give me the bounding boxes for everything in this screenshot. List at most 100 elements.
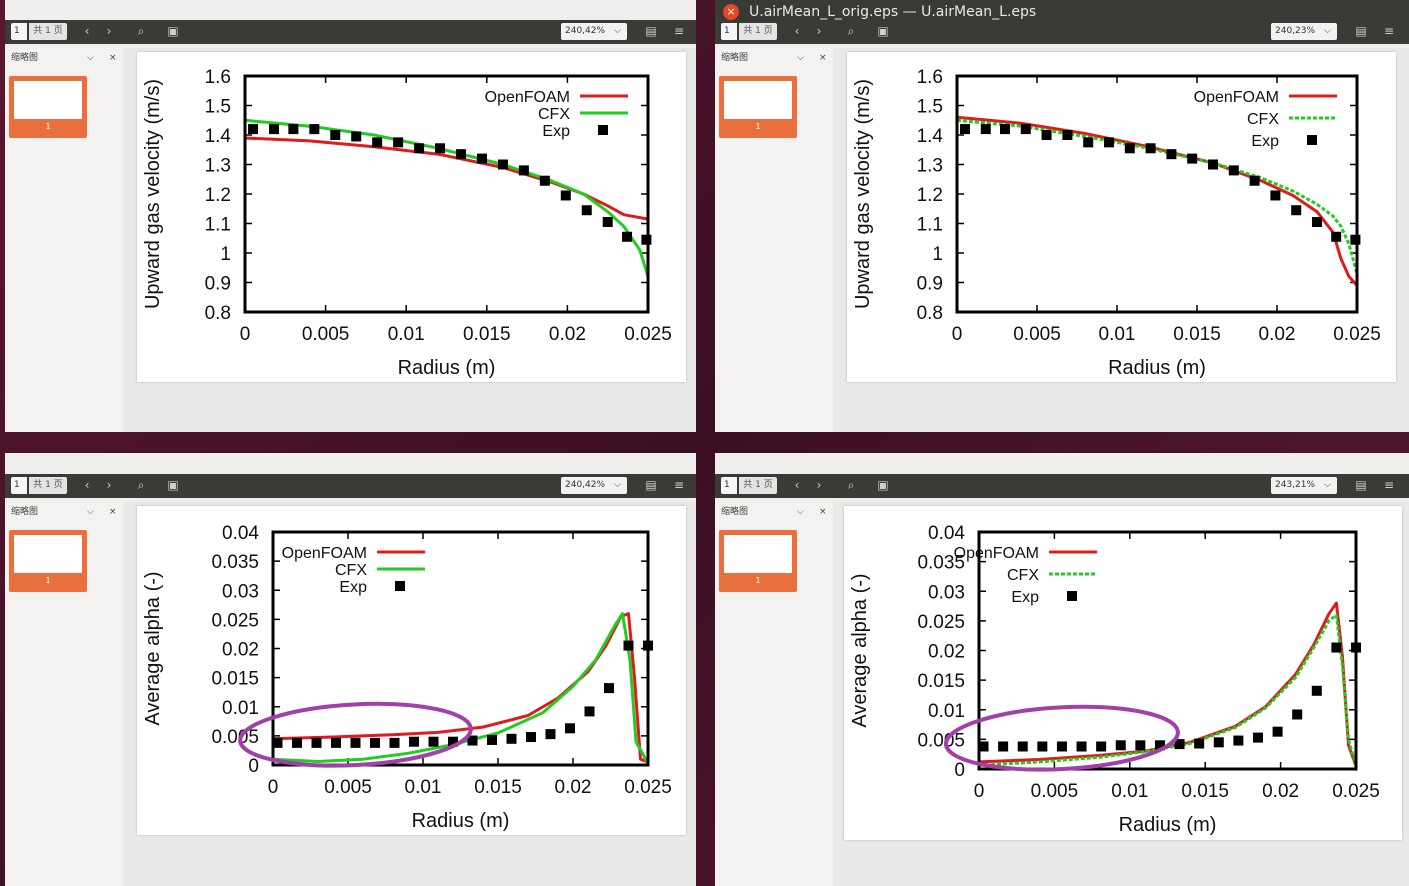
page-number-input[interactable]: 1	[11, 23, 27, 40]
close-icon[interactable]: ×	[109, 507, 117, 517]
y-tick-label: 1.6	[917, 67, 943, 88]
annotation-ellipse	[238, 701, 473, 768]
exp-data-point	[428, 736, 439, 747]
exp-data-point	[1154, 740, 1165, 751]
exp-data-point	[1233, 735, 1244, 746]
y-tick-label: 0.03	[928, 582, 965, 603]
close-icon[interactable]: ×	[109, 53, 117, 63]
exp-data-point	[487, 734, 497, 745]
exp-data-point	[539, 175, 550, 186]
prev-page-icon[interactable]: ‹	[84, 478, 90, 492]
x-tick-label: 0.025	[624, 324, 672, 345]
page-number-input[interactable]: 1	[11, 477, 27, 494]
exp-data-point	[1000, 124, 1010, 135]
legend-marker	[395, 581, 405, 591]
search-icon[interactable]: ⌕	[847, 478, 855, 492]
zoom-value: 243,21%	[1275, 480, 1316, 490]
legend-label: OpenFOAM	[1194, 89, 1279, 106]
chevron-down-icon: ⌵	[1324, 480, 1331, 490]
sidebar-header: 缩略图 ⌵ ×	[715, 502, 833, 522]
y-tick-label: 1.2	[917, 185, 943, 206]
prev-page-icon[interactable]: ‹	[84, 24, 90, 38]
next-page-icon[interactable]: ›	[106, 24, 112, 38]
thumbnail-preview	[14, 81, 82, 119]
page-count-label: 共 1 页	[29, 477, 67, 494]
y-axis-label: Upward gas velocity (m/s)	[142, 79, 164, 309]
viewer-window-bottom-left: 1 共 1 页 ‹ › ⌕ ▣ 240,42% ⌵ ▤ ≡ 缩略图 ⌵ × 1 0…	[5, 453, 696, 886]
exp-data-point	[960, 124, 970, 135]
close-icon[interactable]: ×	[819, 507, 827, 517]
save-icon[interactable]: ▣	[167, 24, 179, 38]
chevron-down-icon[interactable]: ⌵	[797, 53, 804, 63]
exp-data-point	[506, 733, 517, 744]
cfx-series-line	[245, 118, 648, 278]
legend-label: Exp	[1011, 589, 1039, 606]
search-icon[interactable]: ⌕	[847, 24, 855, 38]
search-icon[interactable]: ⌕	[137, 24, 145, 38]
exp-data-point	[623, 640, 634, 651]
page-thumbnail[interactable]: 1	[9, 530, 87, 592]
exp-data-point	[1208, 159, 1218, 170]
close-icon[interactable]: ×	[723, 4, 739, 20]
page-view-icon[interactable]: ▤	[645, 478, 657, 492]
y-tick-label: 0.03	[222, 581, 259, 602]
thumbnail-preview	[724, 81, 792, 119]
document-area: 0 0.005 0.01 0.015 0.02 0.025 0 0.005 0.01 0.015 0…	[833, 502, 1409, 886]
page-thumbnail[interactable]: 1	[719, 530, 797, 592]
next-page-icon[interactable]: ›	[816, 478, 822, 492]
page-number-input[interactable]: 1	[721, 23, 737, 40]
chevron-down-icon[interactable]: ⌵	[797, 507, 804, 517]
close-icon[interactable]: ×	[819, 53, 827, 63]
prev-page-icon[interactable]: ‹	[794, 24, 800, 38]
x-tick-label: 0.015	[1181, 781, 1229, 802]
exp-data-point	[350, 737, 361, 748]
prev-page-icon[interactable]: ‹	[794, 478, 800, 492]
next-page-icon[interactable]: ›	[816, 24, 822, 38]
y-tick-label: 1	[220, 244, 231, 265]
exp-data-point	[1291, 205, 1302, 216]
zoom-select[interactable]: 243,21% ⌵	[1271, 477, 1337, 494]
next-page-icon[interactable]: ›	[106, 478, 112, 492]
page-view-icon[interactable]: ▤	[1355, 478, 1367, 492]
toolbar: 1 共 1 页 ‹ › ⌕ ▣ 240,42% ⌵ ▤ ≡	[5, 20, 696, 44]
x-tick-label: 0.005	[1013, 324, 1061, 345]
zoom-value: 240,42%	[565, 480, 606, 490]
y-tick-label: 0.035	[211, 552, 259, 573]
page-thumbnail[interactable]: 1	[719, 76, 797, 138]
y-tick-label: 0.01	[222, 698, 259, 719]
window-title: U.airMean_L_orig.eps — U.airMean_L.eps	[749, 4, 1037, 20]
chevron-down-icon: ⌵	[614, 26, 621, 36]
legend-label: CFX	[1007, 567, 1039, 584]
menu-icon[interactable]: ≡	[1383, 478, 1395, 492]
x-tick-label: 0.025	[1332, 781, 1380, 802]
exp-data-point	[330, 130, 341, 140]
menu-icon[interactable]: ≡	[673, 24, 685, 38]
menu-icon[interactable]: ≡	[673, 478, 685, 492]
save-icon[interactable]: ▣	[877, 478, 889, 492]
exp-data-point	[467, 735, 478, 746]
save-icon[interactable]: ▣	[877, 24, 889, 38]
exp-data-point	[1187, 153, 1198, 164]
chevron-down-icon[interactable]: ⌵	[87, 53, 94, 63]
chevron-down-icon[interactable]: ⌵	[87, 507, 94, 517]
y-tick-label: 0.01	[928, 701, 965, 722]
x-tick-label: 0.025	[624, 777, 672, 798]
exp-data-point	[409, 736, 419, 747]
menu-icon[interactable]: ≡	[1383, 24, 1395, 38]
x-tick-label: 0.015	[463, 324, 511, 345]
chart-svg: 0 0.005 0.01 0.015 0.02 0.025 0 0.005 0.01 0.015 0…	[849, 523, 1380, 836]
legend-label: OpenFOAM	[954, 545, 1039, 562]
zoom-select[interactable]: 240,42% ⌵	[561, 477, 627, 494]
x-tick-label: 0.005	[1031, 781, 1079, 802]
search-icon[interactable]: ⌕	[137, 478, 145, 492]
page-number-input[interactable]: 1	[721, 477, 737, 494]
page-thumbnail[interactable]: 1	[9, 76, 87, 138]
page-view-icon[interactable]: ▤	[645, 24, 657, 38]
page-view-icon[interactable]: ▤	[1355, 24, 1367, 38]
thumbnail-number: 1	[45, 576, 51, 585]
save-icon[interactable]: ▣	[167, 478, 179, 492]
y-tick-label: 0.015	[211, 669, 259, 690]
zoom-select[interactable]: 240,23% ⌵	[1271, 23, 1337, 40]
x-tick-label: 0	[240, 324, 251, 345]
zoom-select[interactable]: 240,42% ⌵	[561, 23, 627, 40]
